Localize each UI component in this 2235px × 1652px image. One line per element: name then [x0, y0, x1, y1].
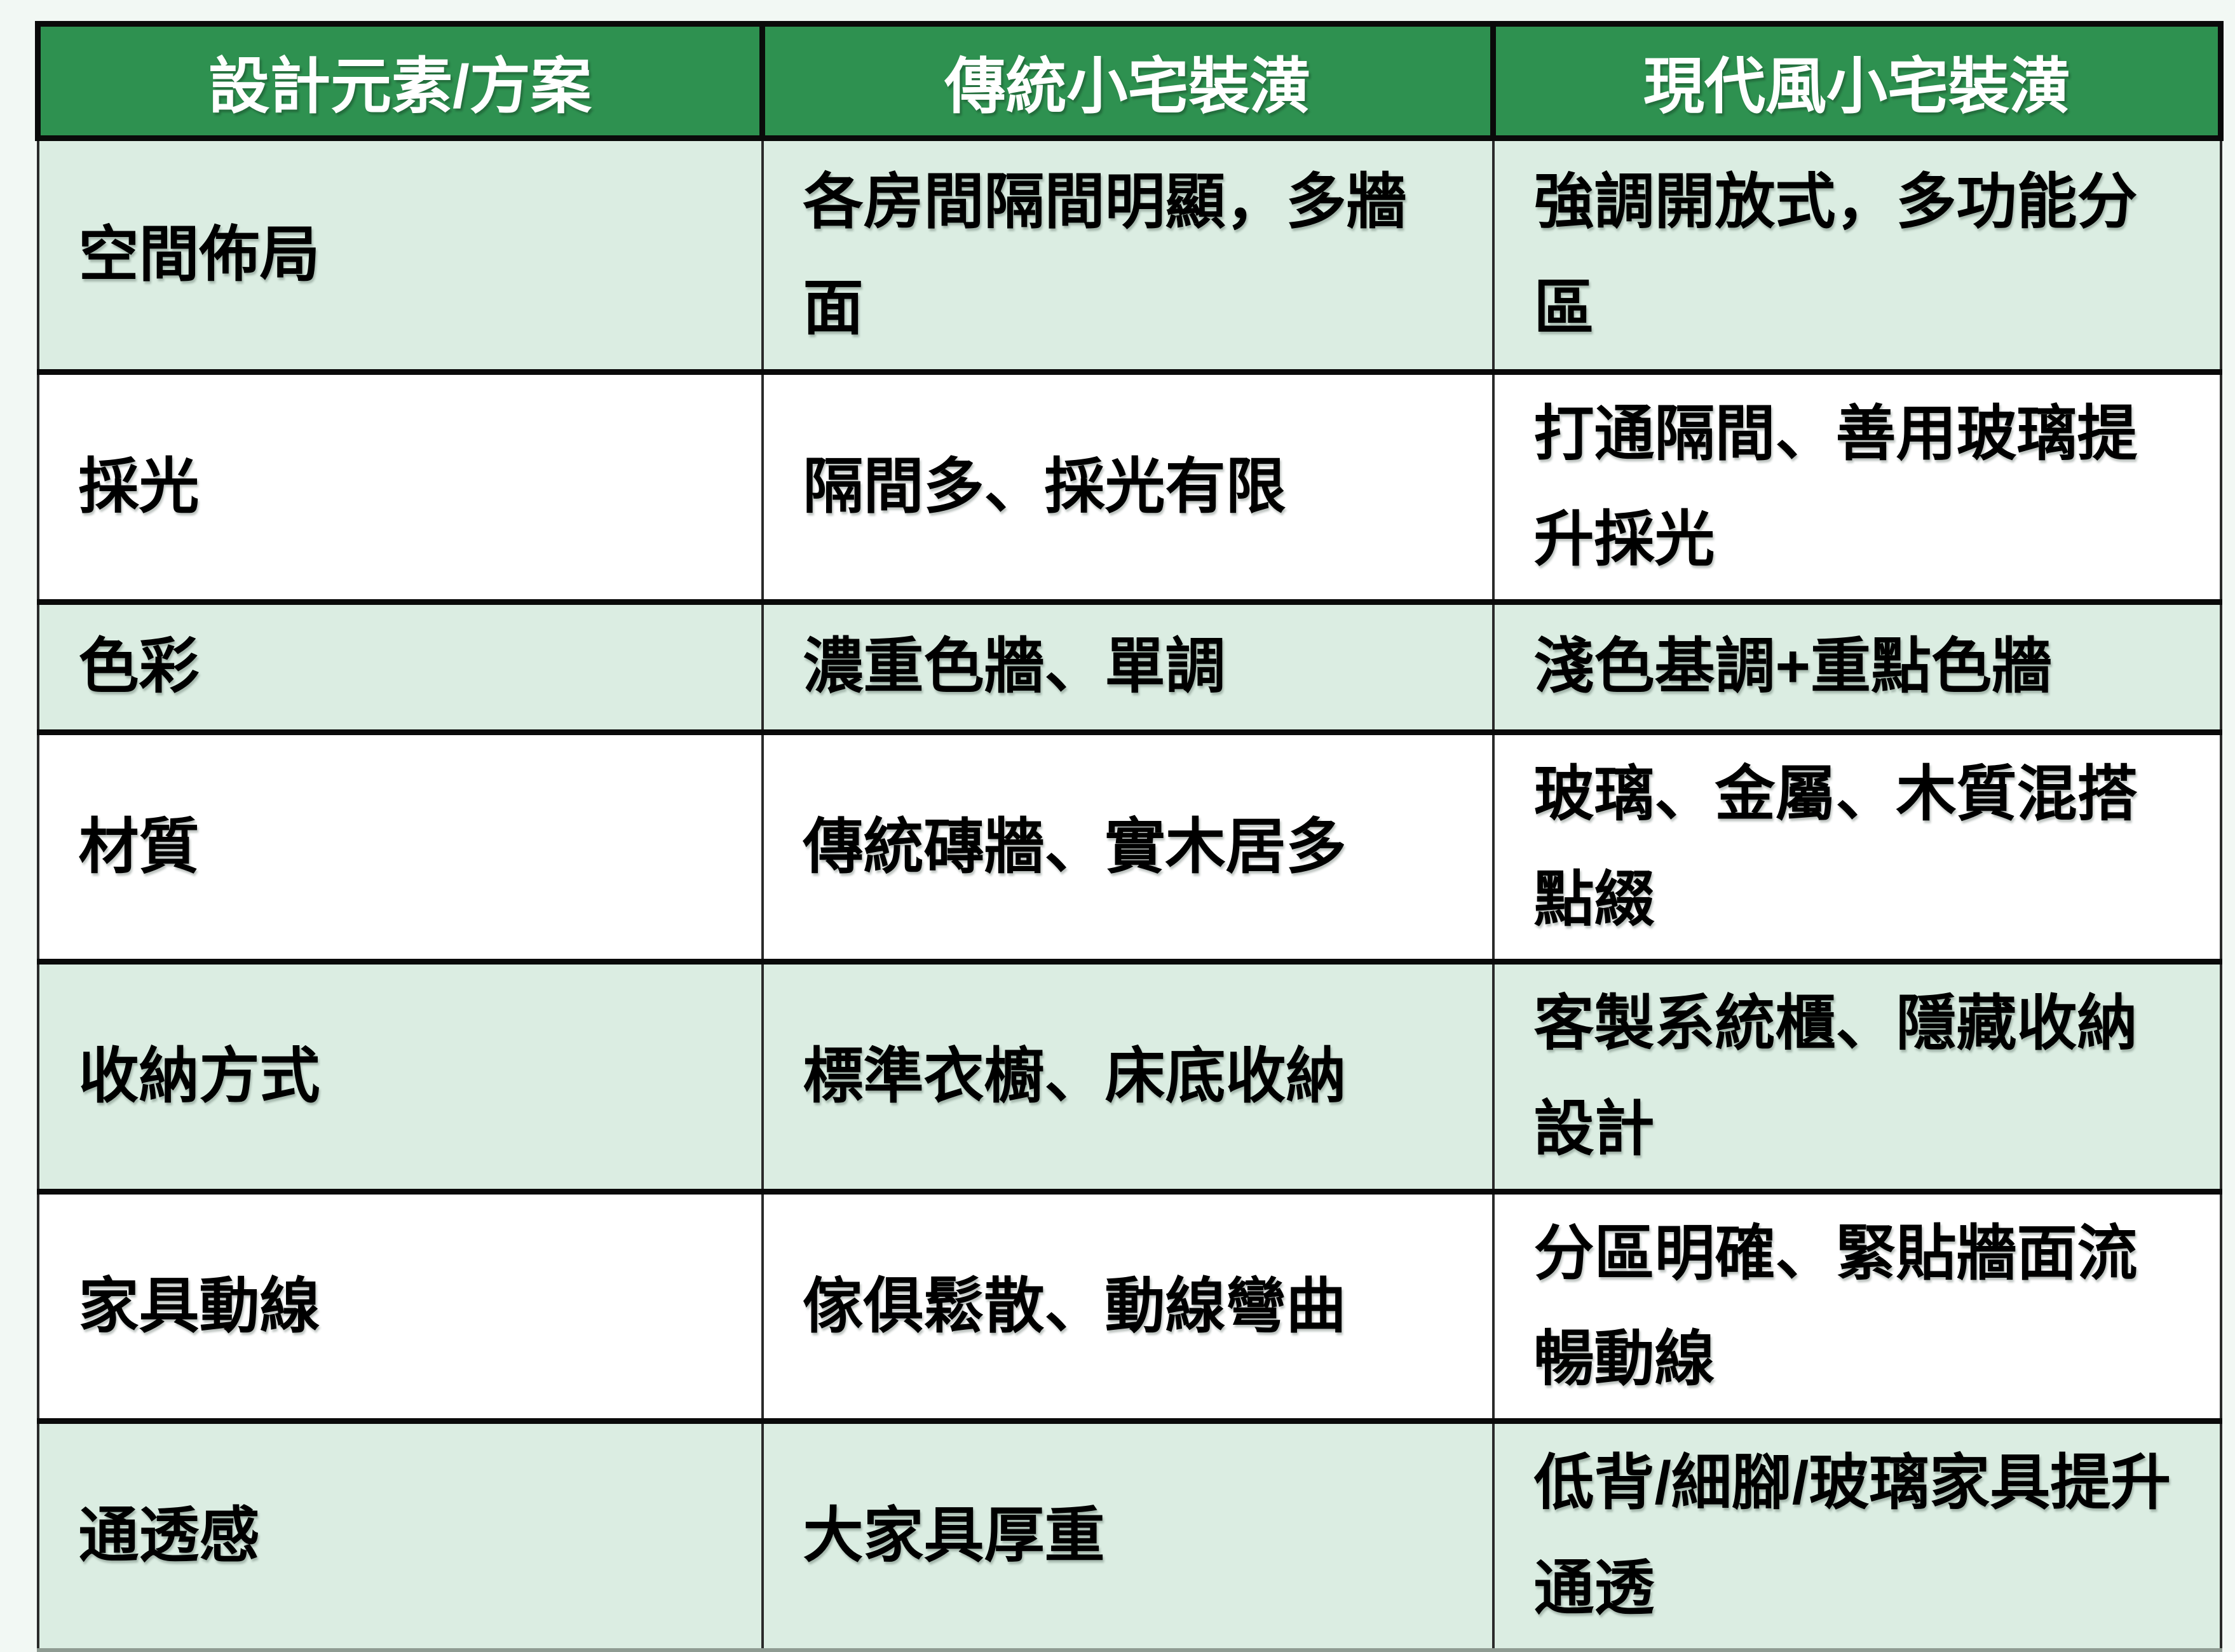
modern-cell: 低背/細腳/玻璃家具提升通透	[1491, 1418, 2222, 1652]
row-label-cell: 色彩	[36, 599, 764, 735]
table-body: 空間佈局 各房間隔間明顯，多牆面 強調開放式，多功能分區 採光 隔間多、採光有限…	[36, 135, 2222, 1652]
row-label-cell: 收納方式	[36, 959, 764, 1195]
modern-cell: 打通隔間、善用玻璃提升採光	[1491, 369, 2222, 605]
header-cell-modern: 現代風小宅裝潢	[1490, 21, 2224, 141]
row-label-cell: 通透感	[36, 1418, 764, 1652]
header-row: 設計元素/方案 傳統小宅裝潢 現代風小宅裝潢	[35, 21, 2224, 141]
row-label-cell: 採光	[36, 369, 764, 605]
traditional-cell: 標準衣櫥、床底收納	[761, 959, 1495, 1195]
traditional-cell: 各房間隔間明顯，多牆面	[761, 135, 1495, 375]
modern-cell: 淺色基調+重點色牆	[1491, 599, 2222, 735]
row-label-cell: 家具動線	[36, 1188, 764, 1424]
traditional-cell: 隔間多、採光有限	[761, 369, 1495, 605]
table-row: 材質 傳統磚牆、實木居多 玻璃、金屬、木質混搭點綴	[36, 729, 2222, 965]
table-row: 收納方式 標準衣櫥、床底收納 客製系統櫃、隱藏收納設計	[36, 959, 2222, 1195]
traditional-cell: 濃重色牆、單調	[761, 599, 1495, 735]
modern-cell: 客製系統櫃、隱藏收納設計	[1491, 959, 2222, 1195]
traditional-cell: 傢俱鬆散、動線彎曲	[761, 1188, 1495, 1424]
table-row: 色彩 濃重色牆、單調 淺色基調+重點色牆	[36, 599, 2222, 735]
comparison-table-container: 設計元素/方案 傳統小宅裝潢 現代風小宅裝潢 空間佈局 各房間隔間明顯，多牆面 …	[35, 21, 2224, 1652]
modern-cell: 分區明確、緊貼牆面流暢動線	[1491, 1188, 2222, 1424]
table-row: 空間佈局 各房間隔間明顯，多牆面 強調開放式，多功能分區	[36, 135, 2222, 375]
table-header: 設計元素/方案 傳統小宅裝潢 現代風小宅裝潢	[35, 21, 2224, 141]
modern-cell: 強調開放式，多功能分區	[1491, 135, 2222, 375]
design-comparison-table: 設計元素/方案 傳統小宅裝潢 現代風小宅裝潢 空間佈局 各房間隔間明顯，多牆面 …	[35, 21, 2224, 1652]
header-cell-traditional: 傳統小宅裝潢	[759, 21, 1496, 141]
traditional-cell: 大家具厚重	[761, 1418, 1495, 1652]
row-label-cell: 材質	[36, 729, 764, 965]
row-label-cell: 空間佈局	[36, 135, 764, 375]
table-row: 採光 隔間多、採光有限 打通隔間、善用玻璃提升採光	[36, 369, 2222, 605]
modern-cell: 玻璃、金屬、木質混搭點綴	[1491, 729, 2222, 965]
table-row: 通透感 大家具厚重 低背/細腳/玻璃家具提升通透	[36, 1418, 2222, 1652]
table-row: 家具動線 傢俱鬆散、動線彎曲 分區明確、緊貼牆面流暢動線	[36, 1188, 2222, 1424]
header-cell-element: 設計元素/方案	[35, 21, 765, 141]
traditional-cell: 傳統磚牆、實木居多	[761, 729, 1495, 965]
